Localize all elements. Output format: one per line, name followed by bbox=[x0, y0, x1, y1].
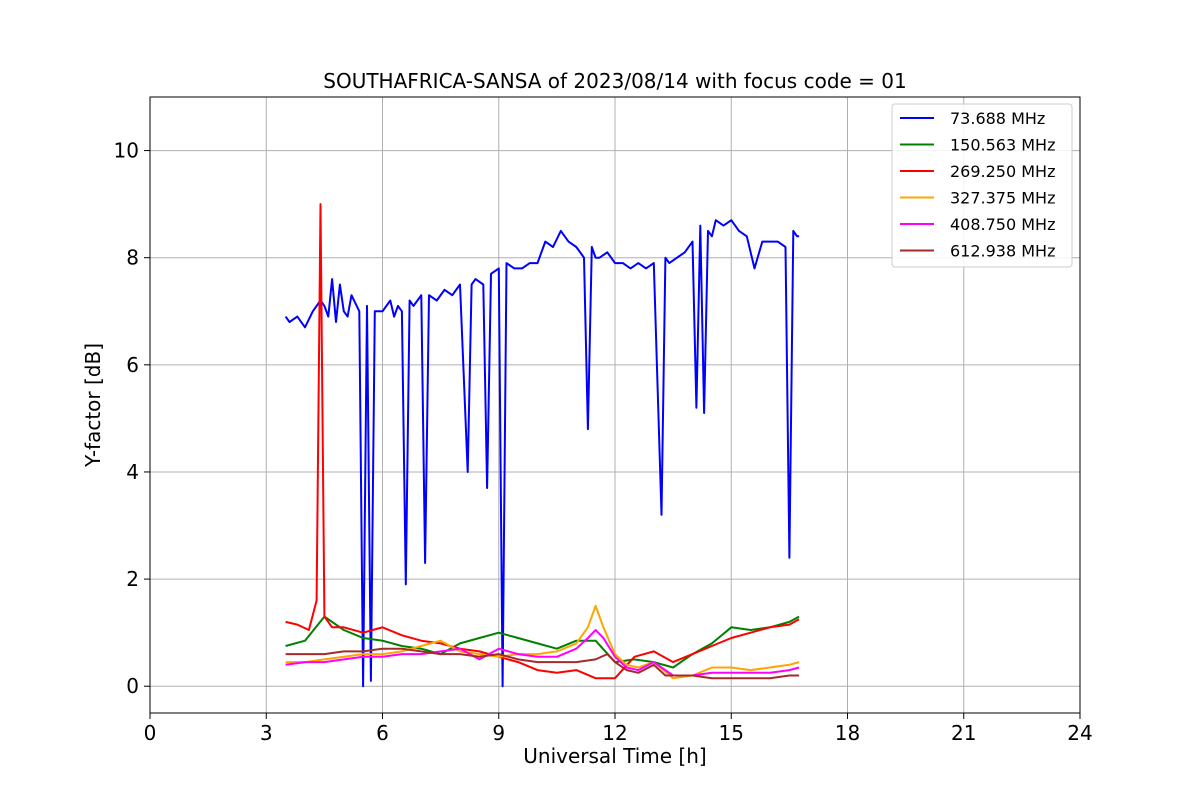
legend: 73.688 MHz 150.563 MHz 269.250 MHz 327.375 … bbox=[891, 103, 1073, 268]
plot-area bbox=[284, 203, 800, 688]
series-line-4 bbox=[285, 629, 800, 677]
x-tick-label: 12 bbox=[602, 721, 627, 745]
y-tick-label: 2 bbox=[126, 567, 139, 591]
legend-label-0: 73.688 MHz bbox=[950, 109, 1045, 128]
legend-label-4: 408.750 MHz bbox=[950, 215, 1055, 234]
y-tick-label: 4 bbox=[126, 460, 139, 484]
series-line-2 bbox=[285, 203, 800, 680]
x-axis-label: Universal Time [h] bbox=[523, 744, 706, 768]
legend-label-5: 612.938 MHz bbox=[950, 242, 1055, 261]
series-line-0 bbox=[284, 219, 800, 688]
x-tick-label: 0 bbox=[144, 721, 157, 745]
x-tick-label: 24 bbox=[1067, 721, 1092, 745]
legend-label-3: 327.375 MHz bbox=[950, 189, 1055, 208]
y-axis-label: Y-factor [dB] bbox=[81, 343, 105, 468]
legend-box bbox=[891, 103, 1073, 268]
y-axis: 0 2 4 6 8 10 bbox=[114, 139, 150, 698]
y-tick-label: 6 bbox=[126, 353, 139, 377]
series-line-3 bbox=[285, 604, 800, 680]
x-axis: 0 3 6 9 12 15 18 21 24 bbox=[144, 713, 1093, 745]
x-tick-label: 9 bbox=[492, 721, 505, 745]
x-tick-label: 15 bbox=[719, 721, 744, 745]
y-tick-label: 8 bbox=[126, 246, 139, 270]
x-tick-label: 3 bbox=[260, 721, 273, 745]
series-line-5 bbox=[285, 647, 800, 680]
x-tick-label: 6 bbox=[376, 721, 389, 745]
x-tick-label: 18 bbox=[835, 721, 860, 745]
y-tick-label: 0 bbox=[126, 674, 139, 698]
series-line-1 bbox=[285, 615, 800, 669]
x-tick-label: 21 bbox=[951, 721, 976, 745]
chart-title: SOUTHAFRICA-SANSA of 2023/08/14 with foc… bbox=[323, 69, 907, 93]
y-tick-label: 10 bbox=[114, 139, 139, 163]
legend-label-1: 150.563 MHz bbox=[950, 136, 1055, 155]
legend-label-2: 269.250 MHz bbox=[950, 162, 1055, 181]
